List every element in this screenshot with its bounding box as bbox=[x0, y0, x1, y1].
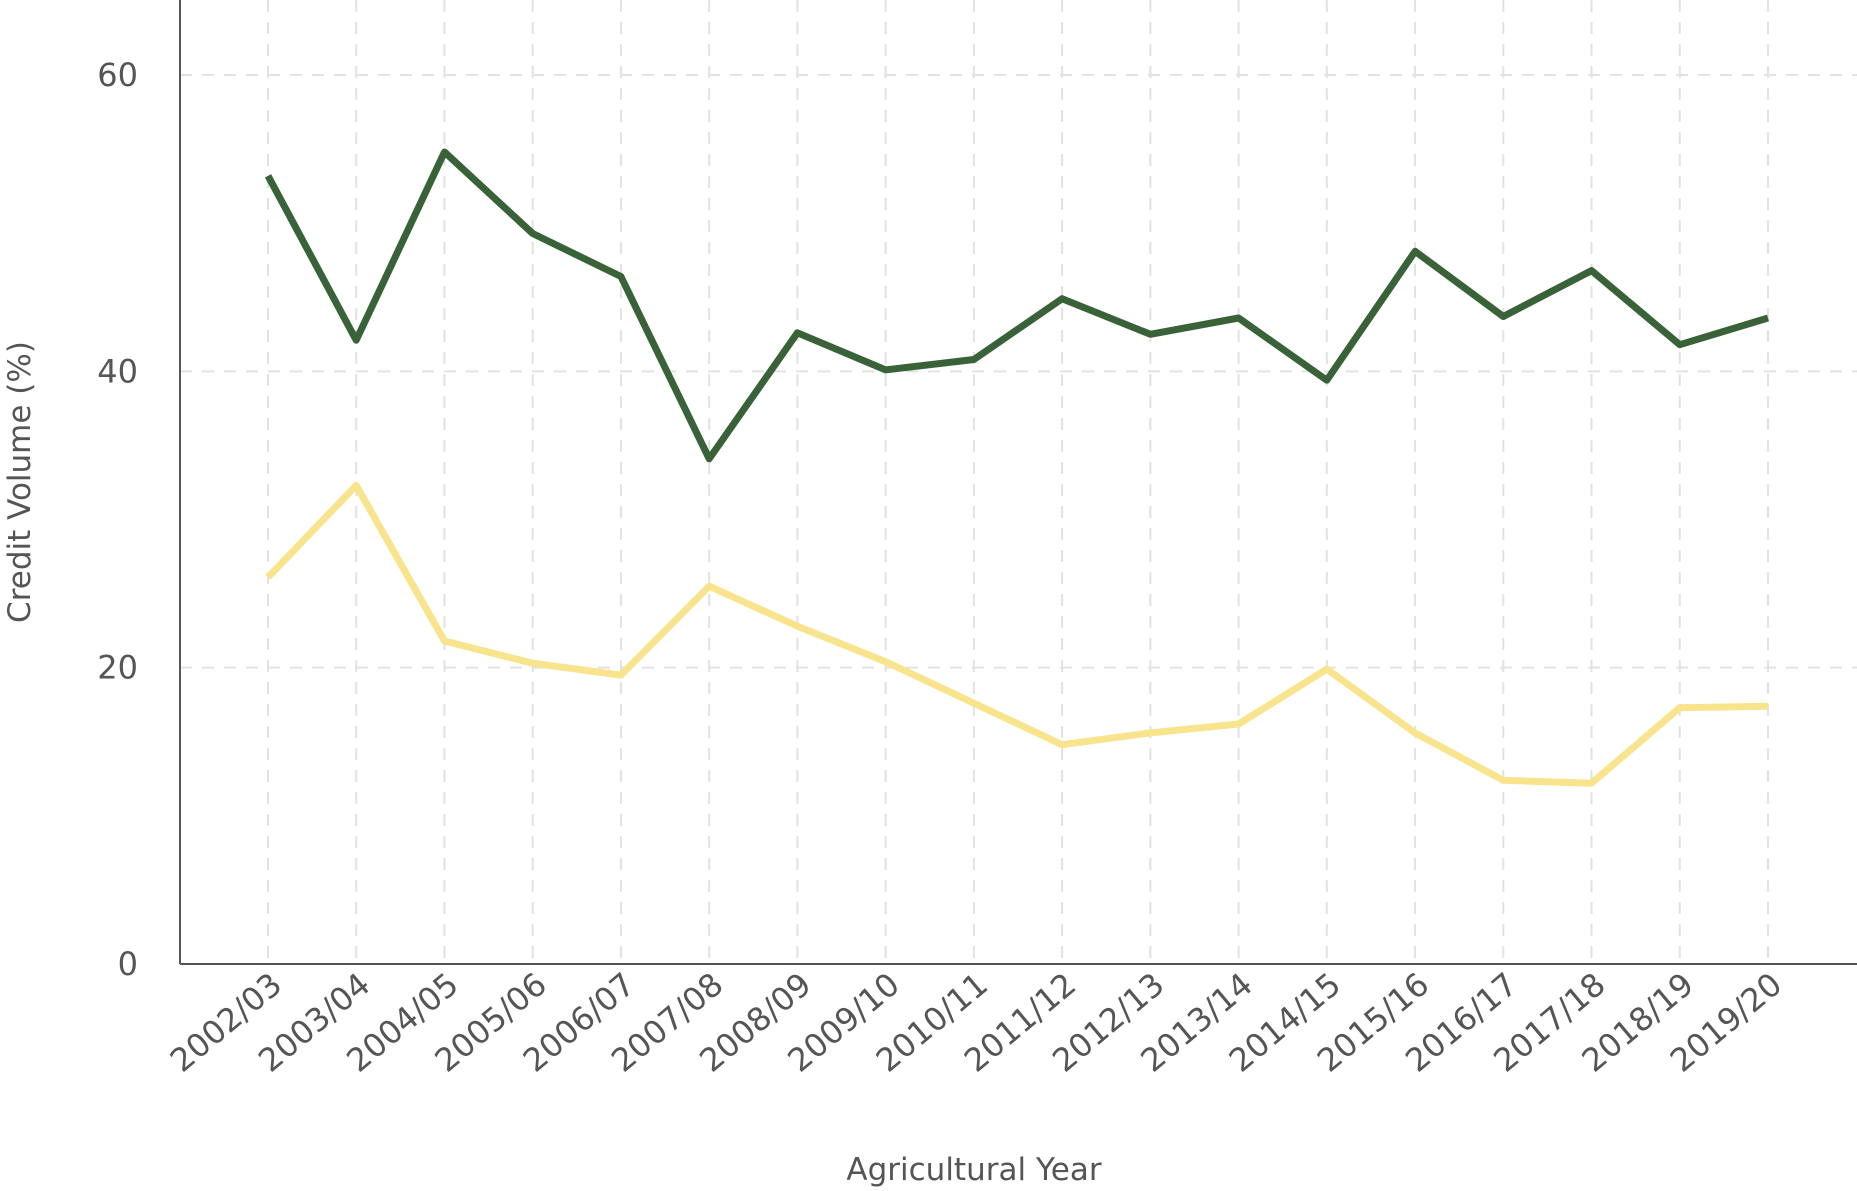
series bbox=[264, 148, 1770, 787]
series-line-1 bbox=[264, 148, 1770, 463]
y-tick-label: 20 bbox=[97, 649, 138, 687]
series-line-2 bbox=[265, 481, 1769, 787]
y-tick-label: 0 bbox=[118, 945, 138, 983]
y-tick-label: 40 bbox=[97, 352, 138, 390]
y-axis-title: Credit Volume (%) bbox=[2, 341, 38, 623]
y-tick-label: 60 bbox=[97, 56, 138, 94]
grid bbox=[180, 0, 1857, 964]
x-axis-title: Agricultural Year bbox=[846, 1152, 1101, 1188]
y-tick-labels: 0 20 40 60 bbox=[97, 56, 138, 983]
x-tick-labels: 2002/032003/042004/052005/062006/072007/… bbox=[163, 965, 1789, 1080]
axes bbox=[179, 0, 1857, 965]
